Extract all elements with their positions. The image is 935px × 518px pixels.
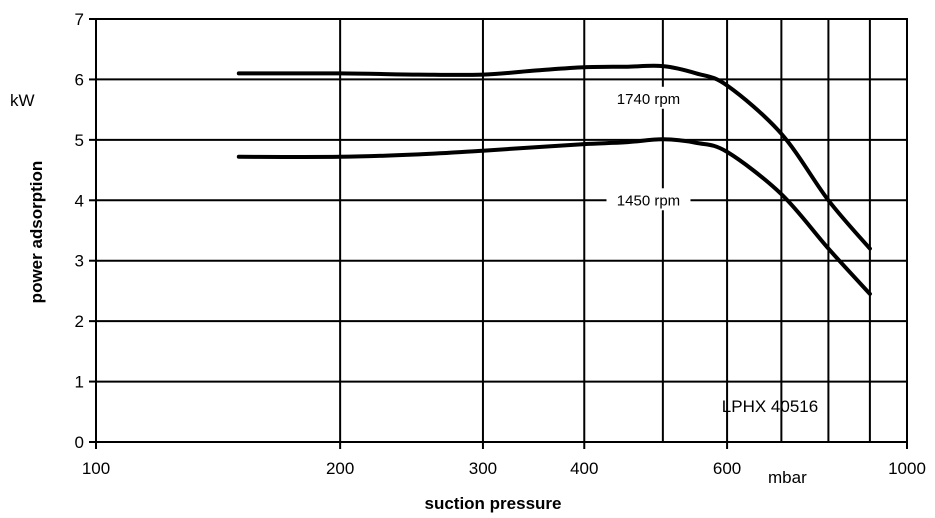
x-tick-label-1000: 1000 bbox=[888, 459, 926, 478]
x-tick-label-400: 400 bbox=[570, 459, 598, 478]
y-tick-label-6: 6 bbox=[75, 70, 84, 89]
series-label-2: 1450 rpm bbox=[617, 192, 680, 209]
series-group bbox=[236, 63, 872, 296]
vertical-gridlines bbox=[339, 19, 871, 442]
y-tick-label-2: 2 bbox=[75, 312, 84, 331]
x-tick-label-600: 600 bbox=[713, 459, 741, 478]
x-tick-labels: 100 200 300 400 600 1000 bbox=[82, 442, 926, 478]
x-tick-label-100: 100 bbox=[82, 459, 110, 478]
y-tick-label-4: 4 bbox=[75, 191, 84, 210]
series-line-2 bbox=[236, 137, 872, 296]
series-label-1: 1740 rpm bbox=[617, 91, 680, 108]
y-tick-label-7: 7 bbox=[75, 10, 84, 29]
x-axis-title: suction pressure bbox=[425, 494, 562, 513]
y-tick-label-1: 1 bbox=[75, 373, 84, 392]
series-line-1 bbox=[236, 63, 872, 251]
series-label-bg-2 bbox=[606, 188, 691, 211]
model-annotation: LPHX 40516 bbox=[722, 397, 818, 416]
y-tick-label-0: 0 bbox=[75, 433, 84, 452]
y-tick-labels: 0 1 2 3 4 5 6 7 bbox=[75, 10, 96, 452]
x-unit-label: mbar bbox=[768, 468, 807, 487]
series-labels: 1740 rpm 1450 rpm bbox=[606, 86, 691, 211]
plot-frame bbox=[95, 18, 908, 443]
y-unit-label: kW bbox=[10, 91, 35, 110]
x-tick-label-300: 300 bbox=[469, 459, 497, 478]
horizontal-gridlines bbox=[96, 18, 907, 443]
series-label-bg-1 bbox=[606, 86, 691, 109]
plot-border bbox=[95, 18, 908, 443]
y-tick-label-5: 5 bbox=[75, 131, 84, 150]
y-tick-label-3: 3 bbox=[75, 252, 84, 271]
y-axis-title: power adsorption bbox=[27, 161, 46, 304]
x-tick-label-200: 200 bbox=[326, 459, 354, 478]
